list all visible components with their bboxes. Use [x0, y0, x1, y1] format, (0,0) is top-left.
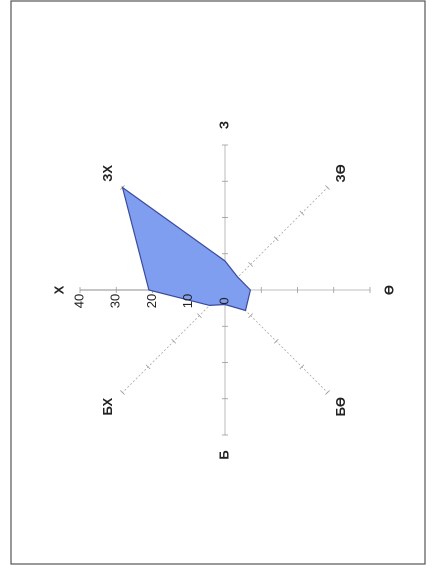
- grid-tick: [273, 236, 279, 242]
- category-label: ЗХ: [100, 165, 115, 182]
- grid-tick: [120, 390, 125, 395]
- category-label: Х: [51, 285, 66, 294]
- category-label: Б: [216, 450, 231, 459]
- grid-tick: [196, 313, 202, 319]
- category-label: БӨ: [333, 397, 348, 416]
- grid-tick: [325, 390, 330, 395]
- category-label: БХ: [100, 398, 115, 416]
- grid-tick: [145, 364, 151, 370]
- grid-tick: [248, 313, 254, 319]
- grid-tick: [171, 338, 177, 344]
- data-area: [121, 186, 252, 312]
- grid-tick: [299, 364, 305, 370]
- grid-tick: [325, 185, 330, 190]
- y-tick-label: 20: [144, 294, 159, 308]
- y-tick-label: 10: [180, 294, 195, 308]
- category-label: Ө: [381, 285, 396, 295]
- grid-tick: [248, 261, 254, 267]
- category-label: ЗӨ: [333, 164, 348, 182]
- y-tick-label: 40: [71, 294, 86, 308]
- chart-frame: [10, 0, 426, 565]
- grid-tick: [273, 338, 279, 344]
- y-tick-label: 30: [108, 294, 123, 308]
- y-tick-label: 0: [216, 297, 231, 304]
- category-label: З: [216, 121, 231, 129]
- grid-tick: [299, 210, 305, 216]
